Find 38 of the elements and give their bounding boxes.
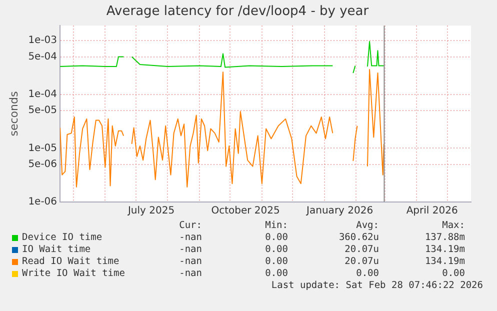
text: -nan [178, 268, 202, 280]
text: 0.00 [264, 244, 288, 256]
text: Max: [441, 220, 465, 232]
text: 20.07u [344, 244, 379, 256]
text: 0.00 [264, 256, 288, 268]
legend-label: IO Wait time [22, 244, 92, 256]
x-tick-label: July 2025 [126, 206, 175, 217]
text: 134.19m [424, 256, 465, 268]
text: 134.19m [424, 244, 465, 256]
legend-label: Device IO time [22, 232, 104, 244]
text: 137.88m [424, 232, 465, 244]
y-tick-label: 5e-06 [28, 158, 58, 170]
y-tick-label: 1e-06 [28, 196, 58, 208]
text: -nan [178, 256, 202, 268]
text: -nan [178, 232, 202, 244]
text: 0.00 [355, 268, 379, 280]
y-tick-label: 5e-05 [28, 105, 58, 116]
legend-label: Read IO Wait time [22, 256, 120, 268]
y-tick-label: 5e-04 [28, 51, 58, 62]
y-tick-label: 1e-05 [28, 142, 58, 154]
text: Min: [264, 220, 288, 232]
x-tick-label: April 2026 [406, 206, 458, 217]
y-tick-label: 1e-03 [28, 35, 58, 46]
text: 20.07u [344, 256, 379, 268]
y-axis-title: seconds [7, 91, 20, 136]
text: Avg: [355, 220, 379, 232]
text: Cur: [178, 220, 202, 232]
x-tick-label: October 2025 [211, 206, 280, 217]
text: 0.00 [264, 232, 288, 244]
text: Last update: Sat Feb 28 07:46:22 2026 [270, 280, 483, 292]
legend-label: Write IO Wait time [22, 268, 126, 280]
x-tick-label: January 2026 [306, 206, 374, 217]
chart-title: Average latency for /dev/loop4 - by year [106, 4, 370, 20]
y-tick-label: 1e-04 [28, 88, 58, 100]
text: 360.62u [338, 232, 379, 244]
text: 0.00 [441, 268, 465, 280]
text: -nan [178, 244, 202, 256]
text: 0.00 [264, 268, 288, 280]
